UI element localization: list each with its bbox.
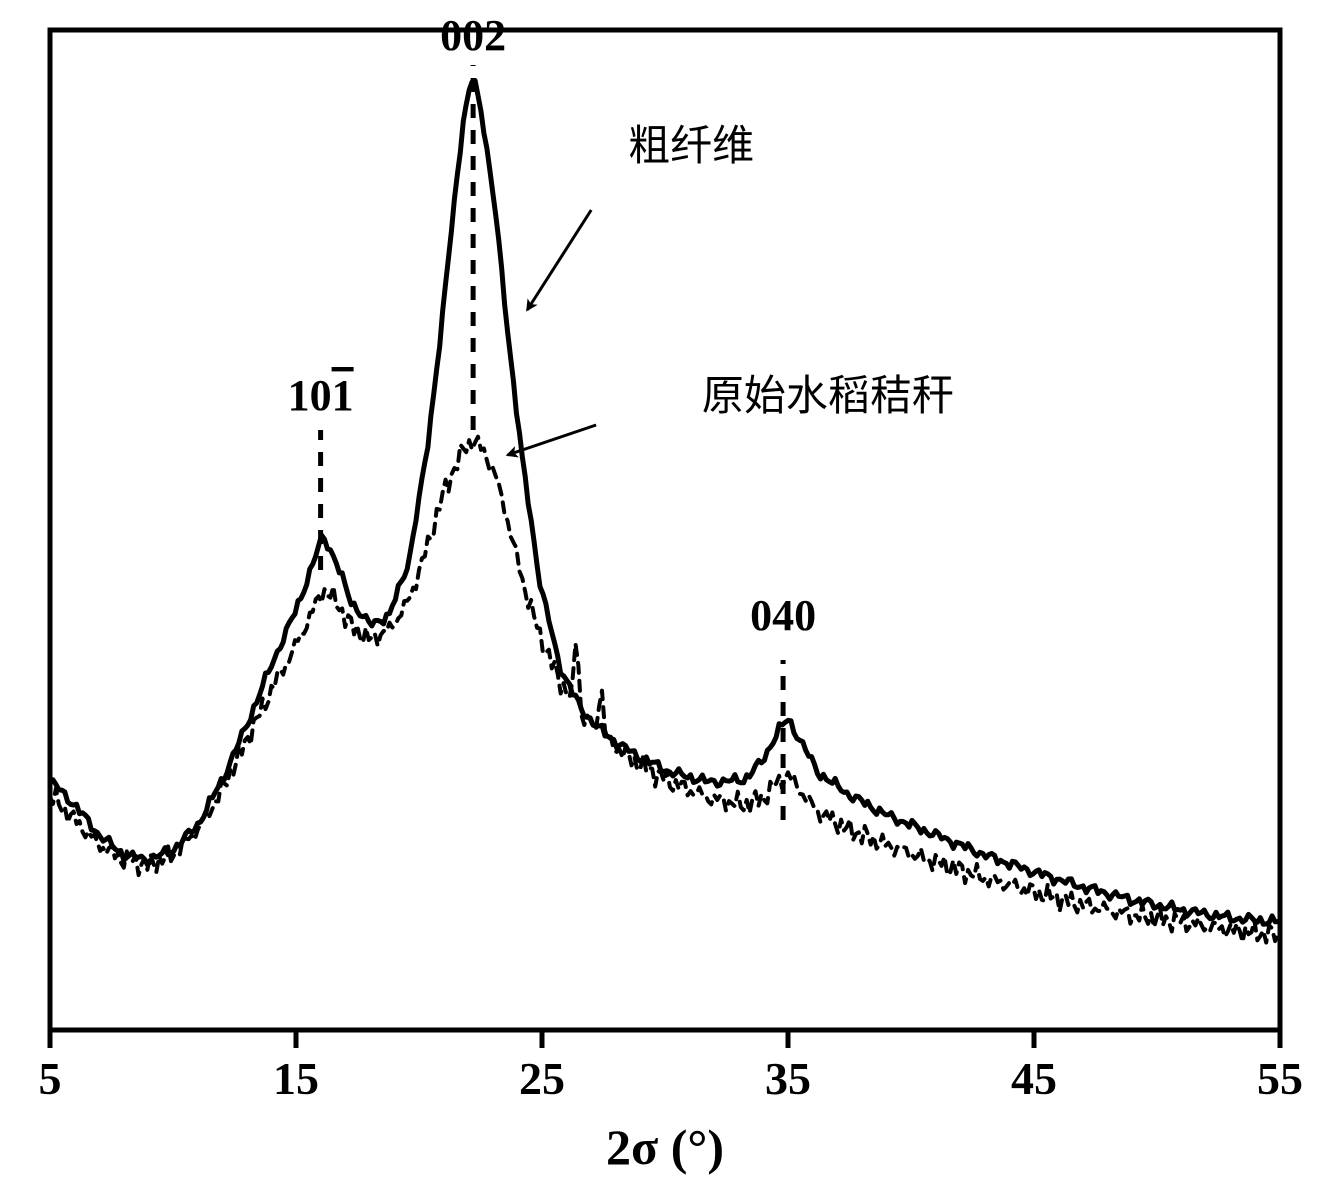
series-label-raw-rice-straw: 原始水稻秸秆 [702, 374, 954, 420]
x-tick-label: 45 [1011, 1053, 1057, 1104]
peak-label-002: 002 [440, 11, 506, 60]
series-label-coarse-fiber: 粗纤维 [628, 124, 754, 170]
peak-label-040: 040 [750, 591, 816, 640]
x-tick-label: 25 [519, 1053, 565, 1104]
xrd-chart: 5 15 25 35 45 55 2σ (°) 101 002 040 粗纤维原始水稻秸秆 [0, 0, 1320, 1183]
x-tick-label: 35 [765, 1053, 811, 1104]
x-axis-title: 2σ (°) [606, 1119, 724, 1175]
chart-svg: 5 15 25 35 45 55 2σ (°) 101 002 040 粗纤维原始水稻秸秆 [0, 0, 1320, 1183]
peak-label-101: 101 [288, 371, 354, 420]
x-tick-label: 55 [1257, 1053, 1303, 1104]
x-tick-label: 5 [39, 1053, 62, 1104]
x-tick-label: 15 [273, 1053, 319, 1104]
